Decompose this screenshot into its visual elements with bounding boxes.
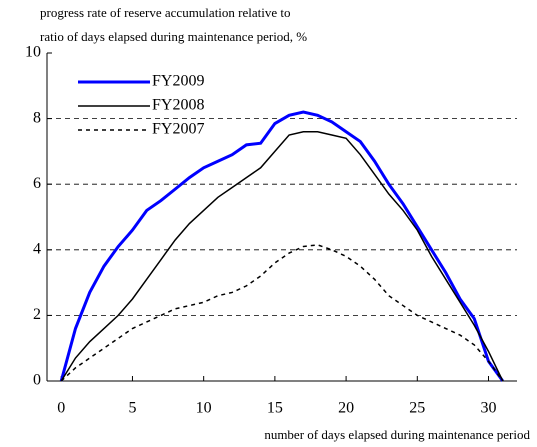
y-tick-label: 2	[33, 306, 41, 323]
y-tick-label: 8	[33, 109, 41, 126]
x-tick-label: 25	[409, 400, 425, 417]
x-tick-label: 10	[196, 400, 212, 417]
series-line	[59, 110, 504, 382]
x-tick-label: 15	[267, 400, 283, 417]
y-tick-label: 6	[33, 175, 41, 192]
chart-title: progress rate of reserve accumulation re…	[40, 5, 291, 20]
series-line	[60, 130, 504, 382]
x-axis-label: number of days elapsed during maintenanc…	[264, 427, 530, 442]
legend-label: FY2009	[152, 73, 204, 90]
y-tick-label: 4	[33, 240, 41, 257]
y-tick-label: 10	[25, 44, 41, 61]
series-line	[60, 244, 504, 382]
x-tick-label: 30	[481, 400, 497, 417]
legend-label: FY2007	[152, 121, 204, 138]
legend-label: FY2008	[152, 97, 204, 114]
x-tick-label: 0	[57, 400, 65, 417]
chart-subtitle: ratio of days elapsed during maintenance…	[40, 29, 307, 44]
y-tick-label: 0	[33, 372, 41, 389]
x-tick-label: 20	[338, 400, 354, 417]
x-tick-label: 5	[128, 400, 136, 417]
